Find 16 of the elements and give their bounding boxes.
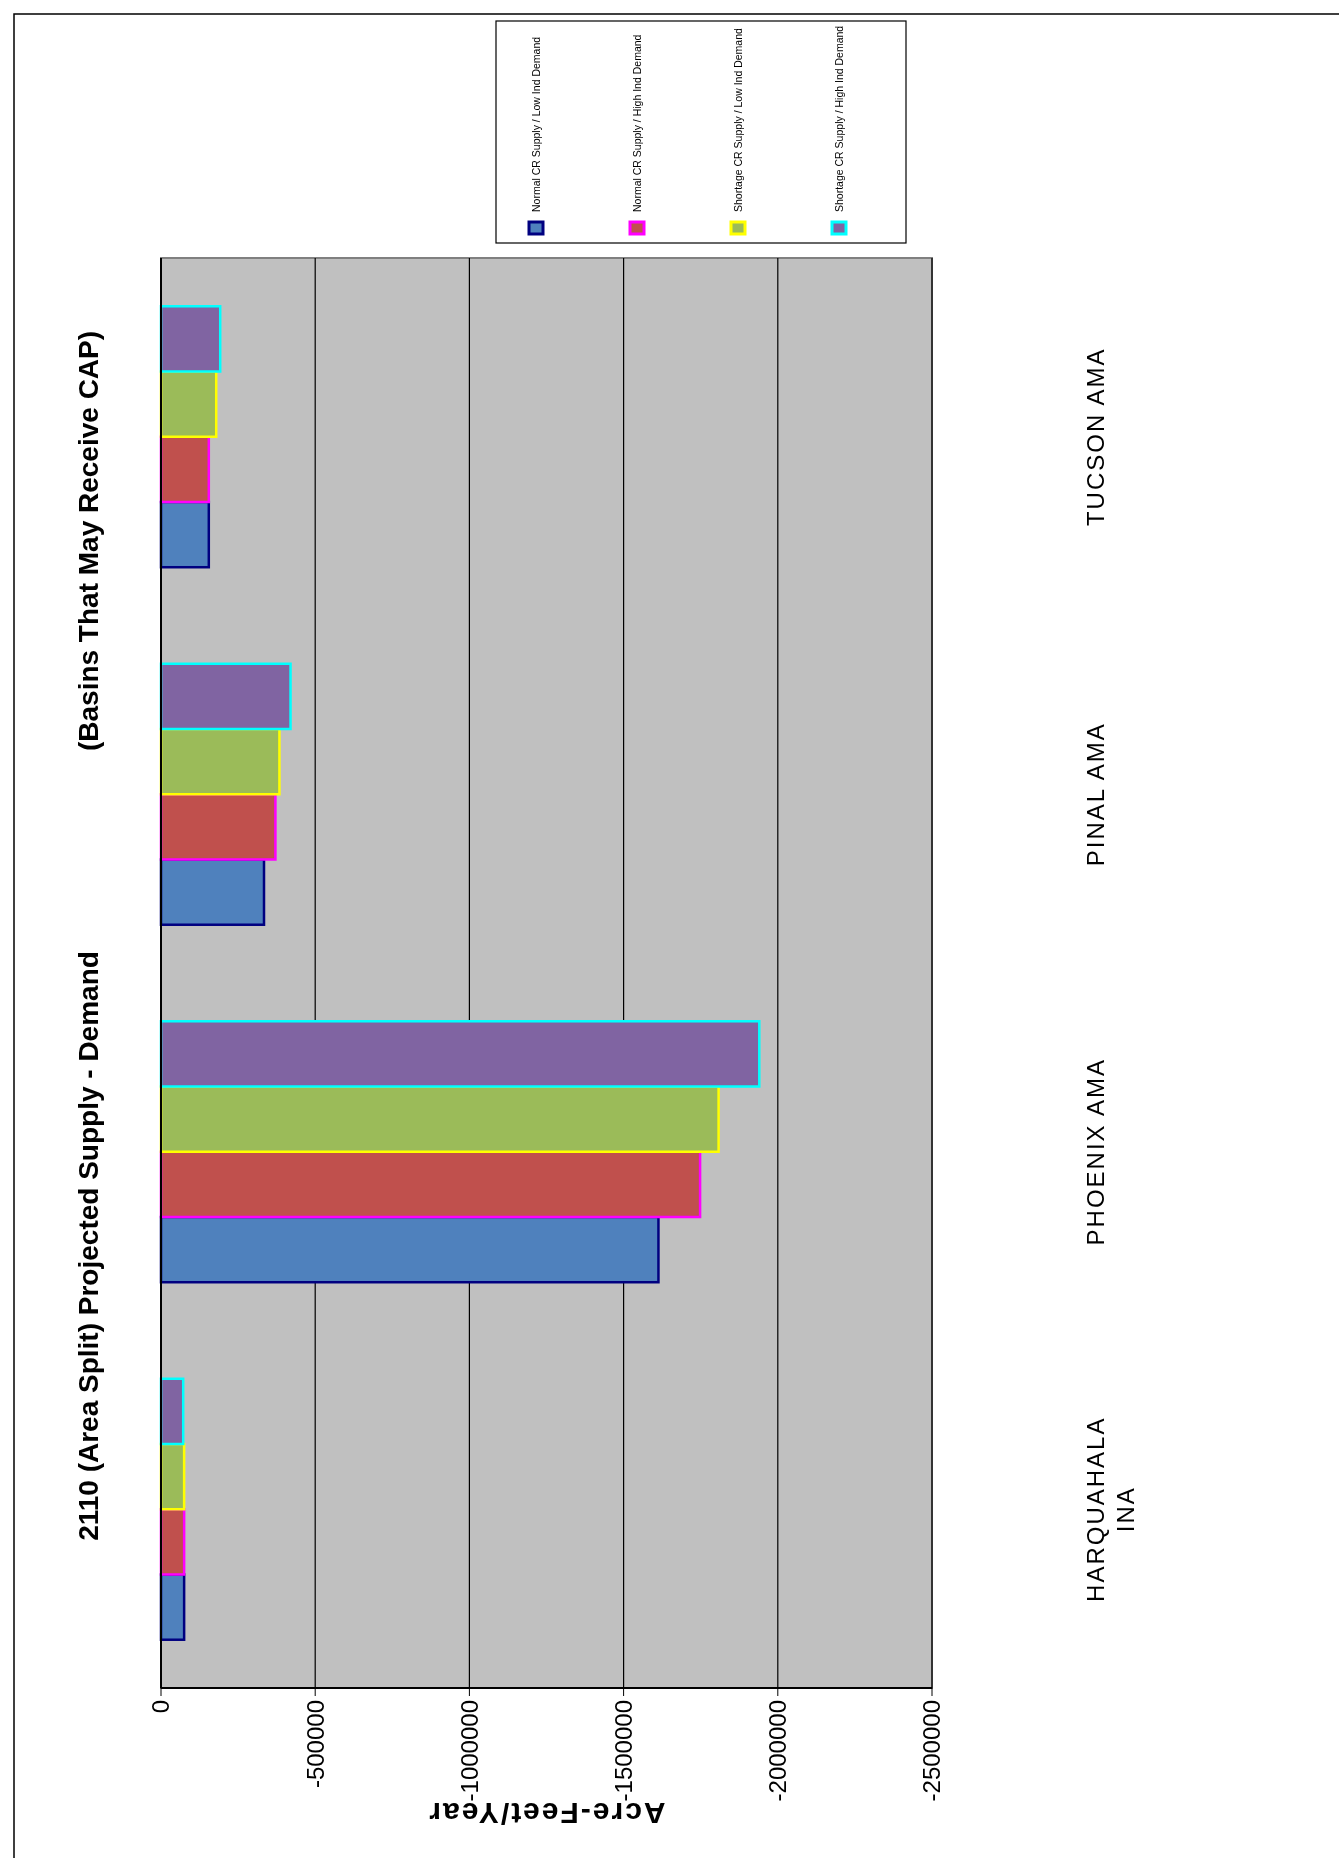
x-tick-label: 0 [147,1700,175,1714]
text: Shortage CR Supply / Low Ind Demand [731,27,744,212]
text: Normal CR Supply / Low Ind Demand [529,36,542,212]
x-tick-label: -500000 [301,1700,329,1789]
text: (Basins That May Receive CAP) [73,330,104,752]
text: 2110 (Area Split) Projected Supply - Demand [73,951,104,1541]
x-tick-label: -2500000 [918,1700,946,1802]
x-tick-label: -2000000 [764,1700,792,1802]
text: Normal CR Supply / High Ind Demand [630,34,643,212]
x-tick-label: -1000000 [455,1700,483,1802]
y-tick-label: PINAL AMA [1082,722,1109,867]
text: Shortage CR Supply / High Ind Demand [832,25,845,212]
y-tick-label: HARQUAHALA INA [1082,1416,1139,1602]
x-tick-label: -1500000 [610,1700,637,1802]
y-tick-label: PHOENIX AMA [1082,1058,1109,1246]
y-tick-label: TUCSON AMA [1082,347,1109,527]
